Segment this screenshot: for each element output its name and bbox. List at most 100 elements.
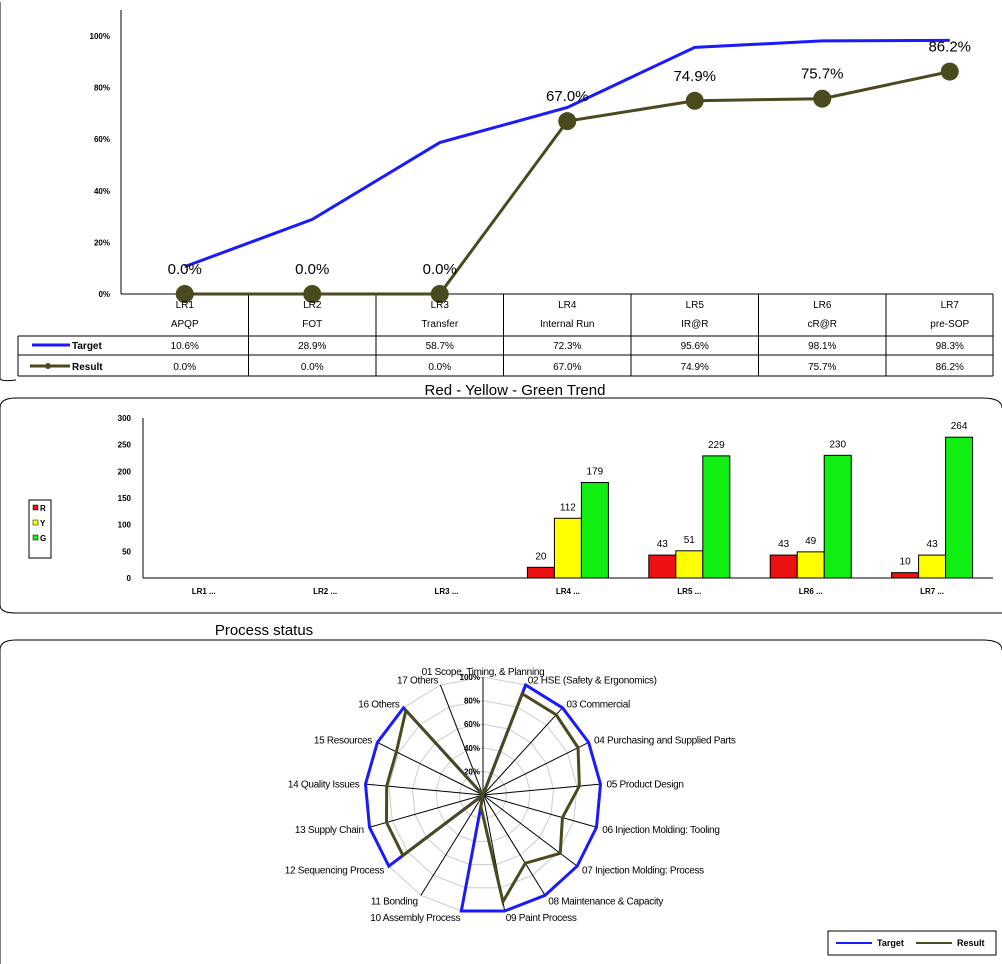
process-status-radar-chart: 20% 40% 60% 80% 100% 01 Scope, Timing, & Pla…: [285, 667, 736, 924]
rag-bar-g: [945, 436, 974, 579]
bar-chart-x-tick: LR1 ...: [192, 587, 216, 596]
radar-spoke: [482, 783, 601, 796]
target-row-header: Target: [72, 341, 102, 352]
bar-chart-y-tick: 300: [118, 414, 132, 423]
radar-axis-label: 09 Paint Process: [506, 913, 577, 924]
result-legend-marker: [45, 363, 51, 369]
radar-axis-label: 07 Injection Molding: Process: [582, 866, 704, 877]
bar-chart-x-tick: LR4 ...: [556, 587, 580, 596]
result-table-cell: 67.0%: [553, 362, 581, 373]
category-name-label: Internal Run: [540, 319, 594, 330]
rag-bar-g: [823, 454, 852, 579]
bar-chart-x-tick: LR2 ...: [313, 587, 337, 596]
radar-legend-result-label: Result: [957, 938, 985, 948]
result-data-point: [685, 91, 704, 110]
radar-spoke: [420, 794, 484, 896]
radar-spoke: [482, 707, 563, 796]
category-code-label: LR5: [686, 300, 705, 311]
radar-spoke: [439, 684, 484, 796]
result-data-point: [813, 89, 832, 108]
bar-chart-x-tick: LR7 ...: [920, 587, 944, 596]
rag-legend-swatch: [32, 504, 39, 511]
target-table-cell: 98.1%: [808, 341, 836, 352]
radar-r-tick: 60%: [464, 720, 480, 729]
radar-axis-label: 16 Others: [358, 699, 400, 710]
result-data-point: [940, 62, 959, 81]
rag-bar-y: [675, 550, 704, 579]
rag-bar-value-label: 43: [927, 539, 939, 550]
category-name-label: FOT: [302, 319, 322, 330]
result-data-label: 75.7%: [801, 66, 844, 83]
rag-legend-swatch: [32, 534, 39, 541]
radar-spoke: [482, 741, 589, 796]
rag-bar-value-label: 43: [778, 539, 790, 550]
radar-axis-label: 08 Maintenance & Capacity: [548, 896, 663, 907]
result-data-label: 0.0%: [168, 261, 202, 278]
rag-bar-value-label: 230: [829, 439, 846, 450]
category-name-label: APQP: [171, 319, 199, 330]
target-table-cell: 58.7%: [426, 341, 454, 352]
rag-bar-g: [702, 455, 731, 579]
rag-bar-r: [769, 554, 798, 579]
rag-bar-value-label: 229: [708, 440, 725, 451]
radar-axis-label: 04 Purchasing and Supplied Parts: [594, 736, 736, 747]
target-table-cell: 98.3%: [936, 341, 964, 352]
radar-axis-label: 15 Resources: [314, 736, 372, 747]
line-chart-y-tick: 80%: [94, 84, 110, 93]
category-code-label: LR7: [941, 300, 960, 311]
bar-chart-x-tick: LR3 ...: [434, 587, 458, 596]
rag-trend-title: Red - Yellow - Green Trend: [425, 382, 606, 399]
line-chart-y-tick: 100%: [90, 32, 110, 41]
result-data-label: 0.0%: [295, 261, 329, 278]
target-table-cell: 72.3%: [553, 341, 581, 352]
radar-axis-label: 01 Scope, Timing, & Planning: [422, 667, 545, 678]
line-chart-y-tick: 60%: [94, 135, 110, 144]
radar-target-polygon: [363, 682, 603, 913]
bar-chart-y-tick: 150: [118, 494, 132, 503]
radar-axis-label: 03 Commercial: [567, 699, 630, 710]
rag-bar-value-label: 112: [560, 502, 576, 513]
radar-legend-target-label: Target: [877, 938, 904, 948]
result-table-cell: 75.7%: [808, 362, 836, 373]
radar-axis-label: 05 Product Design: [606, 780, 683, 791]
panel-frame-bottom: [0, 639, 1002, 964]
rag-bar-r: [526, 566, 555, 579]
radar-axis-label: 17 Others: [397, 675, 439, 686]
result-data-point: [303, 285, 322, 303]
result-data-label: 74.9%: [673, 68, 716, 85]
radar-axis-label: 10 Assembly Process: [370, 913, 460, 924]
target-series-line: [184, 38, 950, 269]
radar-legend: Target Result: [827, 930, 997, 956]
bar-chart-y-tick: 200: [118, 467, 132, 476]
result-data-label: 0.0%: [423, 261, 457, 278]
result-table-cell: 0.0%: [301, 362, 324, 373]
radar-grid-ring: [388, 700, 578, 889]
rag-bar-g: [580, 482, 609, 579]
rag-bar-r: [648, 554, 677, 579]
category-code-label: LR6: [813, 300, 832, 311]
result-table-cell: 86.2%: [936, 362, 964, 373]
radar-r-tick: 100%: [460, 673, 480, 682]
radar-result-polygon: [385, 691, 581, 906]
result-data-label: 67.0%: [546, 88, 589, 105]
category-name-label: pre-SOP: [930, 319, 969, 330]
rag-legend: RYG: [28, 499, 52, 559]
category-code-label: LR4: [558, 300, 577, 311]
bar-chart-x-tick: LR5 ...: [677, 587, 701, 596]
result-table-cell: 0.0%: [173, 362, 196, 373]
category-code-label: LR2: [303, 300, 322, 311]
bar-chart-y-tick: 0: [127, 574, 132, 583]
process-status-title: Process status: [215, 622, 313, 639]
result-table-cell: 74.9%: [681, 362, 709, 373]
rag-bar-value-label: 179: [587, 467, 604, 478]
rag-bar-y: [918, 554, 947, 579]
rag-bar-value-label: 10: [900, 557, 912, 568]
radar-spoke: [482, 794, 597, 828]
category-name-label: cR@R: [807, 319, 837, 330]
result-data-point: [430, 285, 449, 303]
radar-axis-label: 06 Injection Molding: Tooling: [602, 825, 719, 836]
rag-legend-label: G: [40, 534, 46, 543]
category-name-label: IR@R: [681, 319, 708, 330]
rag-bar-y: [796, 551, 825, 579]
rag-legend-label: R: [40, 504, 46, 513]
